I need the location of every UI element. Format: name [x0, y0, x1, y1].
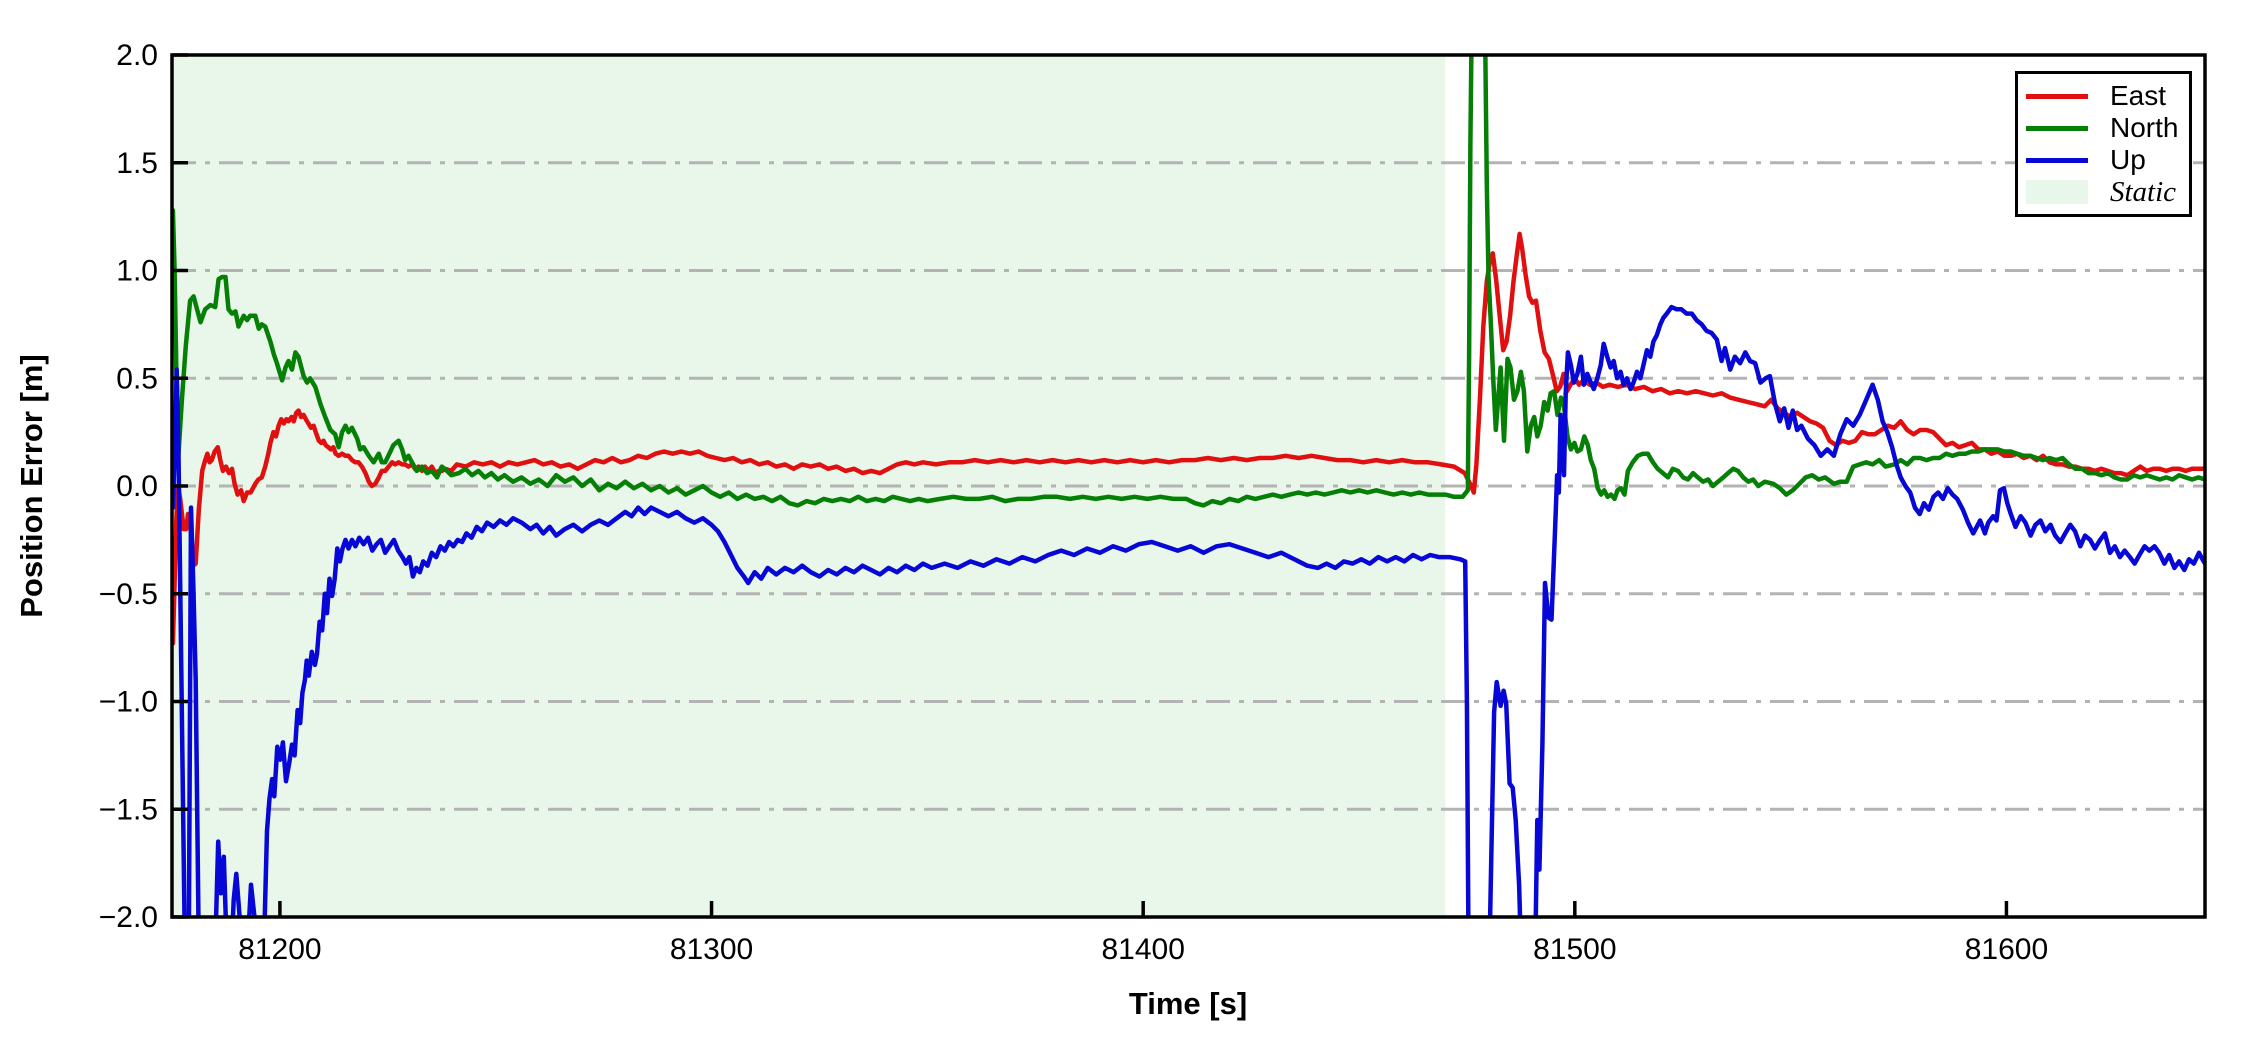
legend-line-swatch	[2026, 125, 2088, 131]
legend: East North Up Static	[2015, 71, 2192, 217]
legend-line-swatch	[2026, 157, 2088, 163]
tick-labels: 2.0 1.5 1.0 0.5 0.0 −0.5 −1.0 −1.5 −2.0 81200 8130…	[99, 39, 2048, 966]
gridlines	[172, 161, 2205, 811]
y-axis-label: Position Error [m]	[14, 354, 49, 618]
y-tick-label-−0.5: −0.5	[99, 578, 158, 611]
legend-line-swatch	[2026, 93, 2088, 99]
legend-entry-east: East	[2026, 80, 2181, 112]
x-tick-label-81600: 81600	[1965, 933, 2048, 966]
legend-patch-static	[2026, 180, 2088, 204]
y-tick-label-−2.0: −2.0	[99, 901, 158, 934]
series-lines	[172, 55, 2205, 917]
y-tick-label-−1.0: −1.0	[99, 686, 158, 719]
x-tick-label-81300: 81300	[670, 933, 753, 966]
y-tick-label-1.5: 1.5	[116, 147, 158, 180]
static-region	[172, 55, 1446, 917]
x-tick-label-81200: 81200	[238, 933, 321, 966]
x-tick-label-81400: 81400	[1101, 933, 1184, 966]
y-tick-label-0.0: 0.0	[116, 470, 158, 503]
series-line-north	[172, 55, 2205, 508]
legend-label-up: Up	[2110, 144, 2146, 175]
legend-entry-static: Static	[2026, 176, 2181, 208]
legend-patch-swatch	[2026, 180, 2088, 204]
legend-entry-north: North	[2026, 112, 2181, 144]
legend-entry-up: Up	[2026, 144, 2181, 176]
legend-line-north	[2026, 125, 2088, 131]
y-tick-label-1.0: 1.0	[116, 255, 158, 288]
x-tick-label-81500: 81500	[1533, 933, 1616, 966]
legend-label-east: East	[2110, 80, 2167, 111]
axis-ticks	[172, 53, 2009, 919]
series-line-up	[172, 304, 2205, 917]
legend-line-east	[2026, 93, 2088, 99]
y-tick-label-0.5: 0.5	[116, 362, 158, 395]
x-axis-label: Time [s]	[1128, 986, 1248, 1021]
y-tick-label-−1.5: −1.5	[99, 793, 158, 826]
legend-label-static: Static	[2110, 175, 2177, 208]
y-tick-label-2.0: 2.0	[116, 39, 158, 72]
legend-label-north: North	[2110, 112, 2179, 143]
series-line-east	[172, 231, 2205, 646]
legend-line-up	[2026, 157, 2088, 163]
